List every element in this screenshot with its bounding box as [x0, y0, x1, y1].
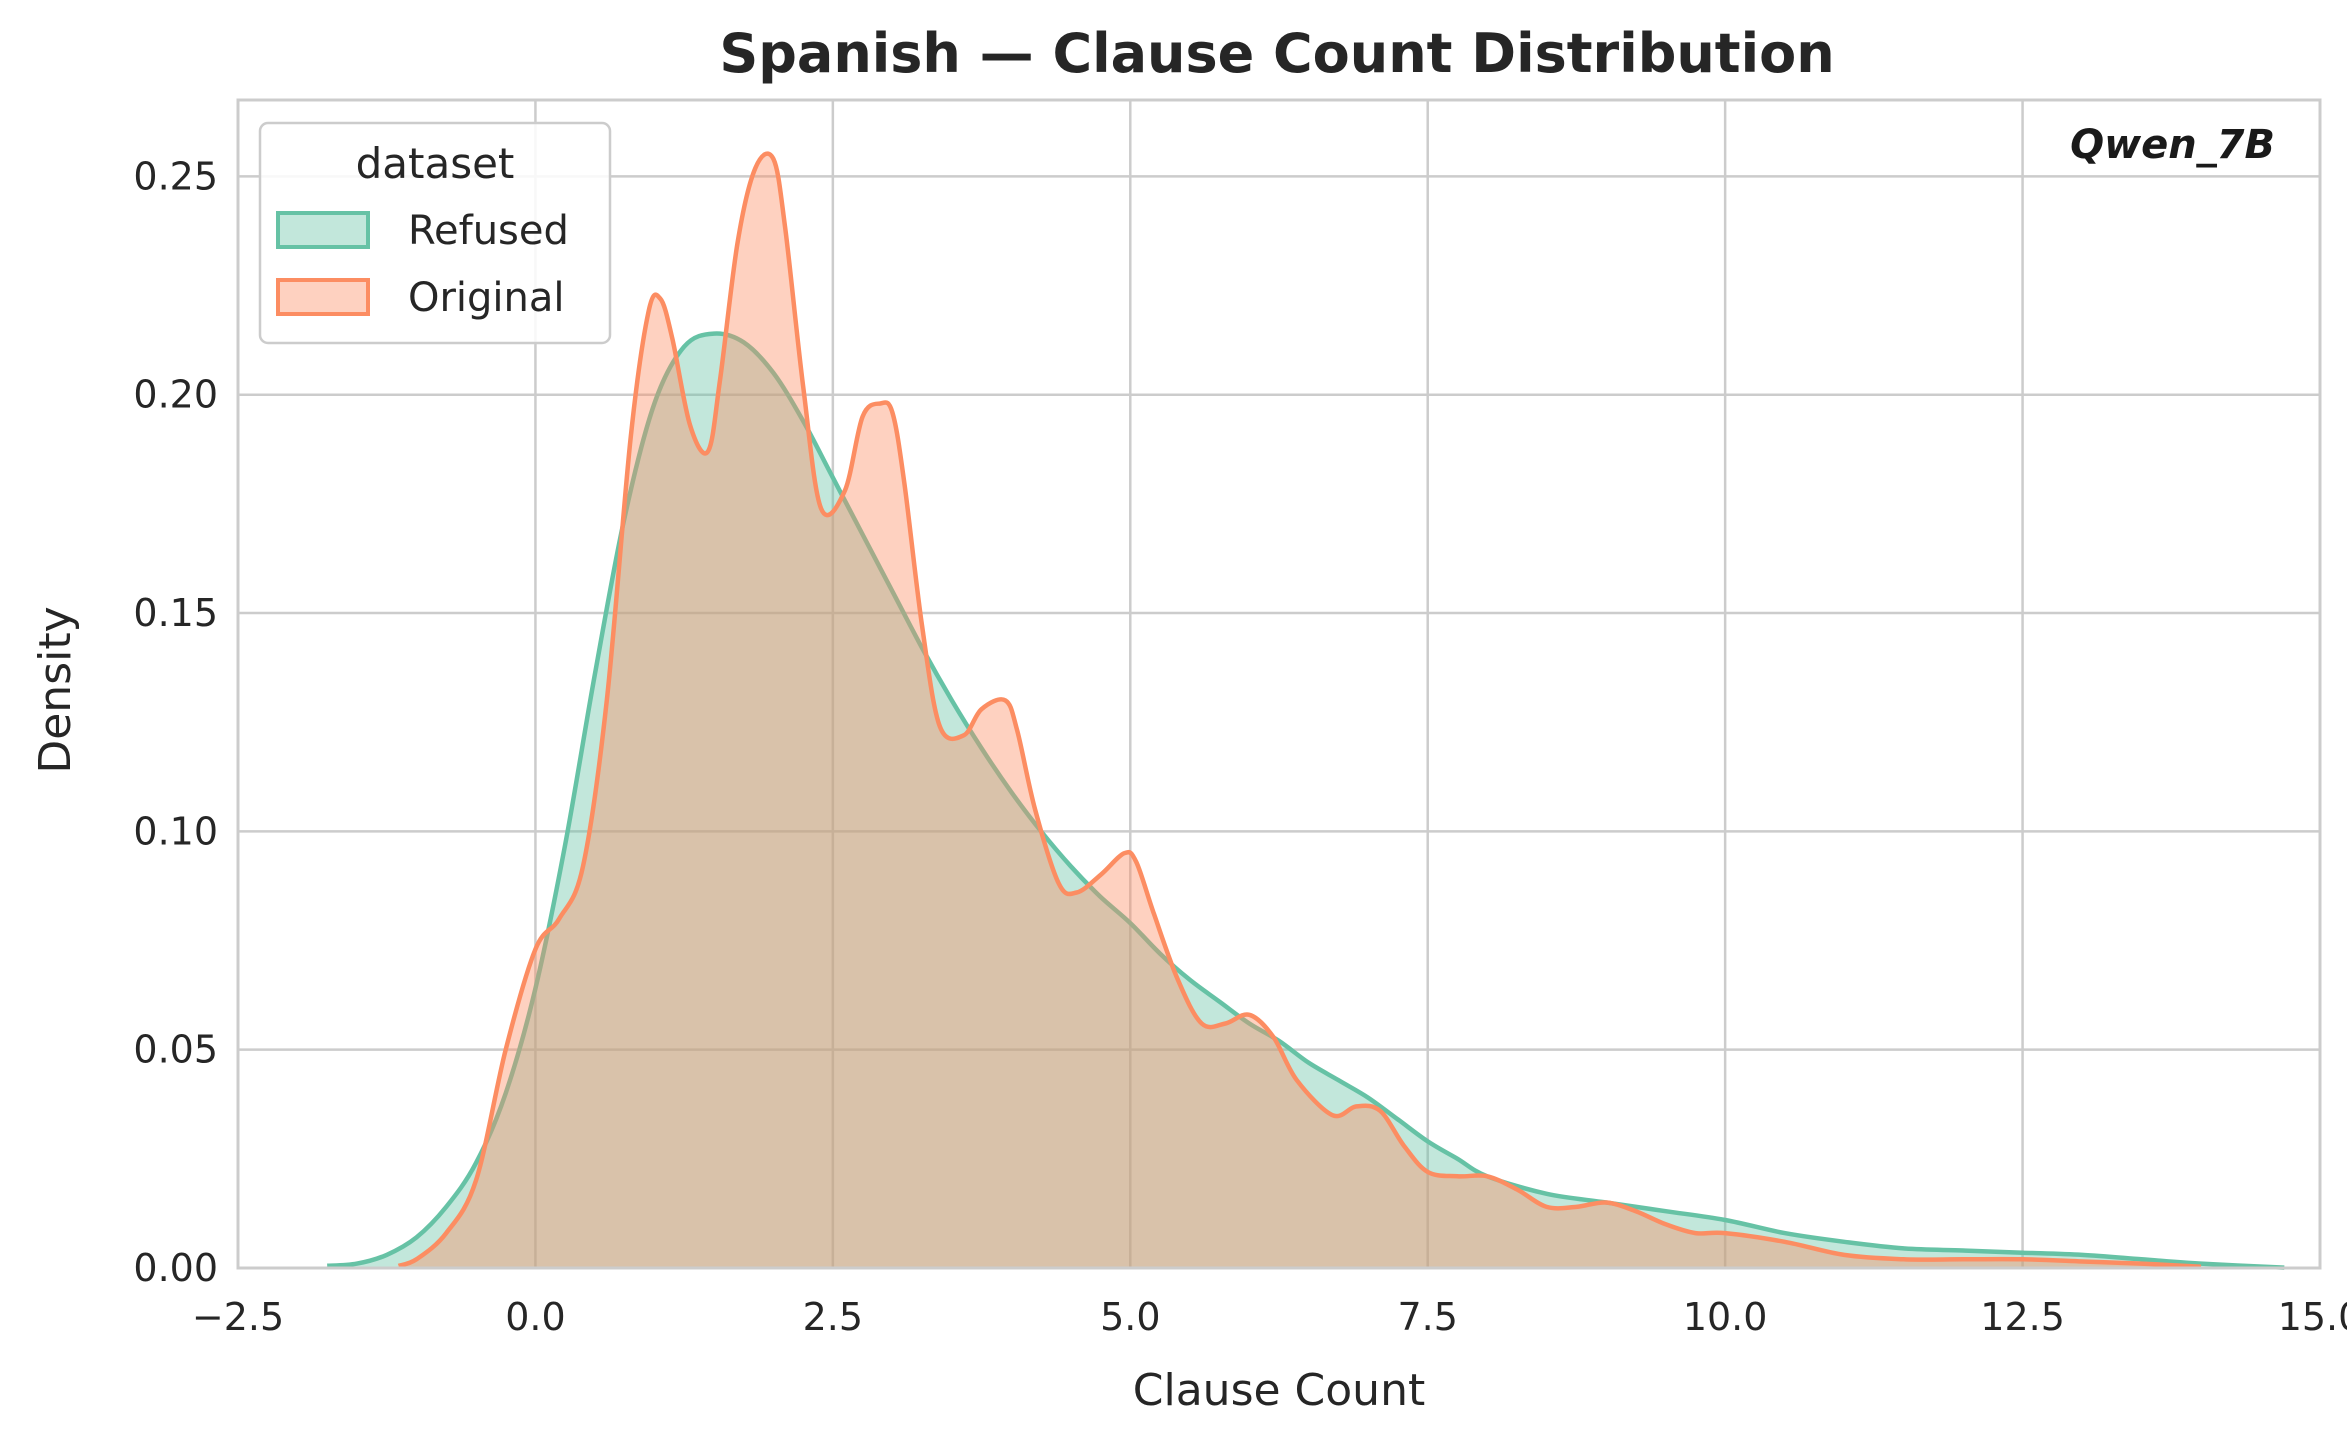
plot-frame	[236, 98, 2322, 1270]
density-fill-refused	[327, 333, 2285, 1268]
legend-label-refused: Refused	[408, 208, 569, 254]
x-axis-label: Clause Count	[1133, 1365, 1425, 1416]
x-tick-label: −2.5	[192, 1295, 284, 1339]
legend-box	[258, 121, 612, 345]
x-tick-label: 0.0	[505, 1295, 565, 1339]
y-tick-label: 0.05	[133, 1028, 218, 1072]
x-tick-label: 5.0	[1100, 1295, 1160, 1339]
chart-title: Spanish — Clause Count Distribution	[719, 22, 1834, 85]
legend-title: dataset	[356, 139, 515, 188]
y-tick-label: 0.15	[133, 591, 218, 635]
y-tick-label: 0.10	[133, 809, 218, 853]
density-line-refused	[327, 331, 2285, 1270]
y-tick-label: 0.20	[133, 373, 218, 417]
x-tick-label: 10.0	[1683, 1295, 1768, 1339]
legend: dataset Refused Original	[258, 121, 612, 345]
y-axis-ticks: 0.00 0.05 0.10 0.15 0.20 0.25	[133, 154, 218, 1290]
x-tick-label: 12.5	[1980, 1295, 2065, 1339]
legend-label-original: Original	[408, 275, 565, 321]
y-axis-label: Density	[30, 606, 81, 773]
density-areas	[327, 151, 2285, 1270]
density-line-original	[397, 151, 2202, 1269]
x-axis-ticks: −2.5 0.0 2.5 5.0 7.5 10.0 12.5 15.0	[192, 1295, 2347, 1339]
model-annotation: Qwen_7B	[2070, 122, 2275, 168]
y-tick-label: 0.00	[133, 1246, 218, 1290]
legend-swatch-refused	[276, 211, 370, 249]
x-tick-label: 2.5	[803, 1295, 863, 1339]
x-tick-label: 7.5	[1397, 1295, 1457, 1339]
density-fill-original	[398, 153, 2202, 1268]
legend-swatch-original	[276, 278, 370, 316]
y-tick-label: 0.25	[133, 154, 218, 198]
x-tick-label: 15.0	[2278, 1295, 2347, 1339]
